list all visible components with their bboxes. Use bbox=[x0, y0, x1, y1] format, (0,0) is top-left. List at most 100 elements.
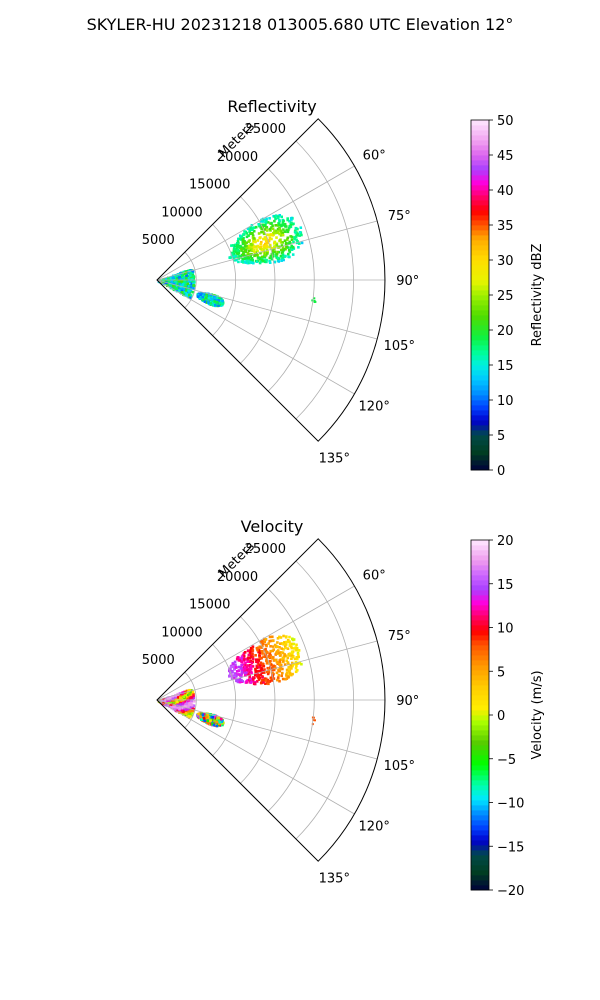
echo-gate bbox=[249, 677, 252, 681]
colorbar-segment bbox=[471, 340, 489, 346]
echo-gate bbox=[280, 674, 283, 678]
echo-gate bbox=[244, 661, 247, 665]
colorbar-segment bbox=[471, 310, 489, 316]
r-tick-20000: 20000 bbox=[217, 570, 258, 585]
echo-gate bbox=[164, 703, 168, 707]
echo-gate bbox=[249, 681, 253, 684]
echo-gate bbox=[172, 705, 175, 709]
echo-gate bbox=[246, 657, 250, 661]
echo-gate bbox=[253, 226, 256, 229]
echo-gate bbox=[290, 666, 293, 670]
echo-gate bbox=[192, 275, 195, 278]
radar-echo-cell bbox=[196, 712, 225, 728]
echo-gate bbox=[269, 222, 272, 225]
echo-gate bbox=[233, 673, 237, 677]
echo-gate bbox=[293, 657, 297, 661]
echo-gate bbox=[248, 651, 252, 654]
echo-gate bbox=[252, 229, 256, 233]
echo-gate bbox=[251, 228, 254, 232]
colorbar-tick-label-0: 0 bbox=[497, 464, 505, 479]
echo-gate bbox=[172, 274, 175, 278]
echo-gate bbox=[221, 299, 224, 303]
echo-gate bbox=[263, 246, 267, 250]
echo-gate bbox=[281, 253, 285, 257]
echo-gate bbox=[249, 232, 253, 235]
echo-gate bbox=[247, 234, 250, 237]
velocity-panel: 60° 75° 90° 105° 120° 135° 5000 10000 15000 20000… bbox=[142, 517, 545, 899]
echo-gate bbox=[276, 216, 280, 220]
echo-gate bbox=[267, 680, 271, 683]
colorbar-segment bbox=[471, 135, 489, 141]
echo-gate bbox=[166, 699, 169, 703]
radar-data bbox=[157, 214, 317, 308]
echo-gate bbox=[177, 278, 180, 281]
echo-gate bbox=[283, 645, 287, 648]
echo-gate bbox=[262, 678, 265, 682]
echo-gate bbox=[287, 249, 291, 252]
echo-gate bbox=[264, 239, 268, 242]
echo-gate bbox=[186, 693, 189, 697]
colorbar-segment bbox=[471, 540, 489, 546]
echo-gate bbox=[215, 720, 218, 724]
echo-gate bbox=[243, 257, 246, 261]
colorbar-segment bbox=[471, 335, 489, 341]
echo-gate bbox=[257, 650, 260, 654]
echo-gate bbox=[254, 669, 257, 673]
echo-gate bbox=[269, 667, 273, 670]
colorbar-segment bbox=[471, 695, 489, 701]
echo-gate bbox=[232, 257, 236, 260]
echo-gate bbox=[285, 228, 288, 232]
echo-gate bbox=[192, 282, 195, 285]
echo-gate bbox=[264, 647, 267, 651]
echo-gate bbox=[169, 276, 173, 280]
colorbar-segment bbox=[471, 680, 489, 686]
figure-title: SKYLER-HU 20231218 013005.680 UTC Elevat… bbox=[86, 15, 514, 34]
colorbar-segment bbox=[471, 755, 489, 761]
echo-gate bbox=[282, 219, 285, 223]
echo-gate bbox=[163, 282, 167, 285]
colorbar-segment bbox=[471, 240, 489, 246]
echo-gate bbox=[274, 224, 277, 227]
echo-gate bbox=[254, 658, 258, 661]
echo-gate bbox=[256, 244, 260, 248]
colorbar-segment bbox=[471, 875, 489, 881]
echo-gate bbox=[269, 639, 273, 643]
colorbar-segment bbox=[471, 730, 489, 736]
echo-gate bbox=[245, 668, 248, 672]
echo-gate bbox=[258, 656, 262, 660]
echo-gate bbox=[261, 255, 264, 259]
echo-gate bbox=[280, 642, 284, 645]
echo-gate bbox=[276, 661, 279, 664]
echo-gate bbox=[278, 646, 281, 649]
colorbar-segment bbox=[471, 720, 489, 726]
colorbar-segment bbox=[471, 870, 489, 876]
echo-gate bbox=[264, 242, 267, 246]
echo-gate bbox=[296, 657, 299, 661]
echo-gate bbox=[286, 217, 289, 220]
echo-gate bbox=[237, 257, 241, 260]
colorbar-segment bbox=[471, 285, 489, 291]
colorbar: −20 −15 −10 −5 0 5 10 15 20 Velocity (m/s) bbox=[470, 534, 545, 899]
colorbar-segment bbox=[471, 455, 489, 461]
echo-gate bbox=[266, 672, 270, 676]
echo-gate bbox=[272, 664, 275, 668]
echo-gate bbox=[279, 229, 283, 233]
colorbar-segment bbox=[471, 565, 489, 571]
colorbar-segment bbox=[471, 650, 489, 656]
echo-gate bbox=[290, 650, 294, 654]
colorbar-segment bbox=[471, 845, 489, 851]
echo-gate bbox=[285, 674, 288, 677]
echo-gate bbox=[268, 256, 272, 260]
echo-gate bbox=[192, 692, 195, 696]
echo-gate bbox=[276, 641, 279, 644]
echo-gate bbox=[162, 700, 166, 703]
echo-gate bbox=[251, 227, 255, 230]
echo-gate bbox=[269, 654, 272, 657]
echo-gate bbox=[260, 248, 264, 252]
colorbar-segment bbox=[471, 365, 489, 371]
echo-gate bbox=[283, 230, 287, 233]
echo-gate bbox=[265, 229, 269, 232]
echo-gate bbox=[262, 664, 266, 668]
echo-gate bbox=[202, 293, 205, 296]
colorbar: 0 5 10 15 20 25 30 35 40 45 50 Reflectivity dBZ bbox=[470, 114, 545, 479]
